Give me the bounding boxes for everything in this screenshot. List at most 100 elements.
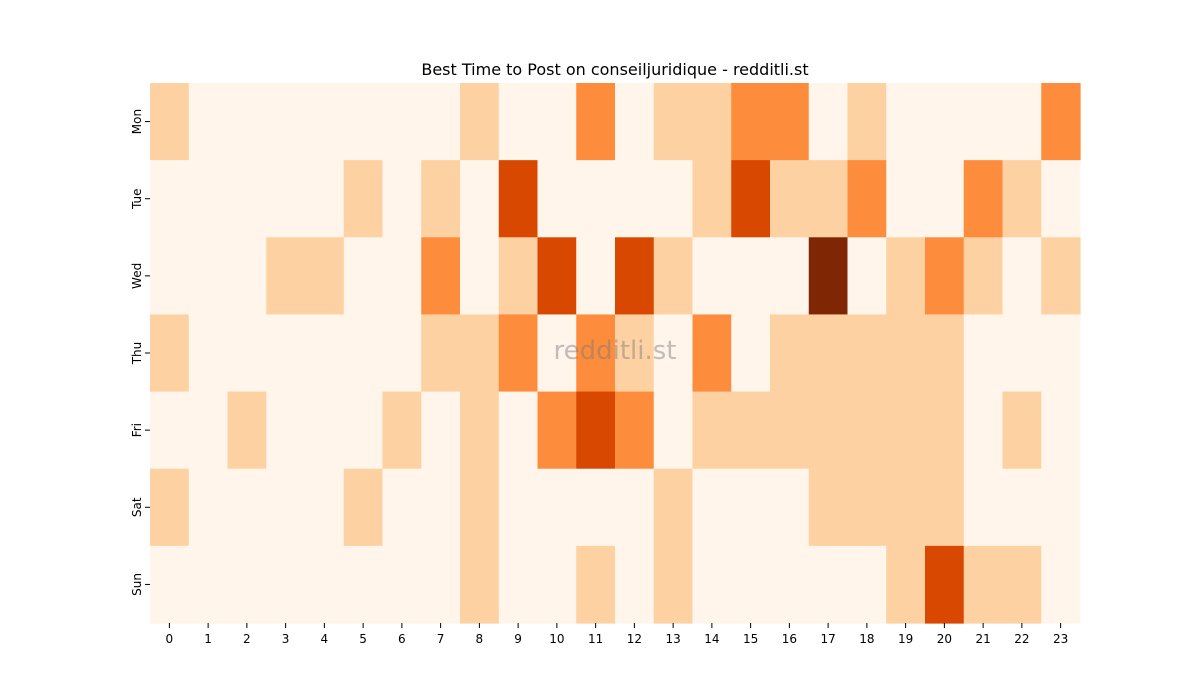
heatmap-cell-mon-6 (382, 83, 422, 161)
heatmap-cell-mon-3 (266, 83, 306, 161)
heatmap-cell-sun-0 (150, 545, 190, 624)
heatmap-cell-sat-0 (150, 468, 190, 547)
heatmap-cell-fri-23 (1041, 391, 1081, 470)
heatmap-cell-sun-9 (498, 545, 539, 624)
heatmap-cell-tue-20 (925, 160, 965, 238)
heatmap-cell-tue-5 (343, 160, 384, 238)
heatmap-cell-wed-12 (615, 237, 655, 316)
heatmap-cell-fri-11 (576, 391, 616, 470)
heatmap-cell-sat-22 (1002, 468, 1042, 547)
heatmap-cell-tue-22 (1002, 160, 1042, 238)
heatmap-cell-sat-14 (692, 468, 732, 547)
heatmap-cell-sun-11 (576, 545, 616, 624)
heatmap-cell-sun-5 (343, 545, 384, 624)
heatmap-cell-thu-2 (227, 314, 267, 393)
heatmap-cell-thu-16 (770, 314, 810, 393)
heatmap-cell-sun-15 (731, 545, 771, 624)
heatmap-cell-sun-23 (1041, 545, 1081, 624)
heatmap-cell-sun-14 (692, 545, 732, 624)
heatmap-cell-wed-20 (925, 237, 965, 316)
heatmap-cell-sat-13 (653, 468, 694, 547)
heatmap-cell-thu-9 (498, 314, 539, 393)
heatmap-cell-thu-4 (305, 314, 345, 393)
heatmap-cell-sun-13 (653, 545, 694, 624)
heatmap-cell-tue-7 (421, 160, 461, 238)
heatmap-cell-fri-21 (963, 391, 1004, 470)
heatmap-cell-sat-6 (382, 468, 422, 547)
heatmap-cell-sun-12 (615, 545, 655, 624)
heatmap-cell-sat-23 (1041, 468, 1081, 547)
x-tick-label: 14 (704, 632, 719, 646)
heatmap-cell-sat-21 (963, 468, 1004, 547)
heatmap-cell-mon-8 (460, 83, 500, 161)
heatmap-cell-mon-12 (615, 83, 655, 161)
heatmap-cell-mon-0 (150, 83, 190, 161)
heatmap-cell-tue-6 (382, 160, 422, 238)
x-tick-label: 5 (359, 632, 367, 646)
heatmap-cell-sat-2 (227, 468, 267, 547)
heatmap-cell-tue-17 (808, 160, 849, 238)
heatmap-cell-mon-10 (537, 83, 577, 161)
heatmap-cell-sat-3 (266, 468, 306, 547)
heatmap-cell-fri-1 (188, 391, 229, 470)
heatmap-cell-tue-11 (576, 160, 616, 238)
heatmap-cell-mon-20 (925, 83, 965, 161)
heatmap-cell-wed-23 (1041, 237, 1081, 316)
heatmap-cell-mon-1 (188, 83, 229, 161)
x-tick-label: 8 (476, 632, 484, 646)
x-tick-label: 23 (1053, 632, 1068, 646)
x-tick-label: 2 (243, 632, 251, 646)
heatmap-cell-wed-15 (731, 237, 771, 316)
heatmap-cell-tue-10 (537, 160, 577, 238)
x-tick-label: 22 (1014, 632, 1029, 646)
x-tick-label: 16 (782, 632, 797, 646)
heatmap-cell-tue-3 (266, 160, 306, 238)
heatmap-cell-sat-11 (576, 468, 616, 547)
heatmap-cell-thu-1 (188, 314, 229, 393)
heatmap-cell-mon-11 (576, 83, 616, 161)
x-tick-label: 11 (588, 632, 603, 646)
x-tick-label: 7 (437, 632, 445, 646)
x-tick-label: 1 (204, 632, 212, 646)
heatmap-cell-sun-1 (188, 545, 229, 624)
heatmap-cell-sun-19 (886, 545, 926, 624)
heatmap-cell-fri-0 (150, 391, 190, 470)
heatmap-cell-wed-9 (498, 237, 539, 316)
heatmap-cell-sat-5 (343, 468, 384, 547)
heatmap-cell-tue-1 (188, 160, 229, 238)
heatmap-cell-thu-23 (1041, 314, 1081, 393)
heatmap-cell-tue-15 (731, 160, 771, 238)
heatmap-cell-mon-2 (227, 83, 267, 161)
heatmap-cell-sun-17 (808, 545, 849, 624)
heatmap-cell-wed-11 (576, 237, 616, 316)
heatmap-cell-wed-5 (343, 237, 384, 316)
x-tick-label: 4 (321, 632, 329, 646)
x-tick-label: 17 (820, 632, 835, 646)
heatmap-cell-fri-7 (421, 391, 461, 470)
heatmap-cell-tue-18 (847, 160, 887, 238)
heatmap-cell-mon-14 (692, 83, 732, 161)
heatmap-cell-wed-16 (770, 237, 810, 316)
heatmap-cell-sun-6 (382, 545, 422, 624)
x-tick-label: 0 (166, 632, 174, 646)
heatmap-cell-thu-20 (925, 314, 965, 393)
heatmap-cell-sun-3 (266, 545, 306, 624)
heatmap-cell-tue-9 (498, 160, 539, 238)
heatmap-cell-fri-20 (925, 391, 965, 470)
x-tick-label: 3 (282, 632, 290, 646)
heatmap-cell-fri-14 (692, 391, 732, 470)
heatmap-cell-thu-17 (808, 314, 849, 393)
heatmap-cell-wed-17 (808, 237, 849, 316)
heatmap-cell-wed-3 (266, 237, 306, 316)
heatmap-cell-thu-21 (963, 314, 1004, 393)
heatmap-cell-fri-16 (770, 391, 810, 470)
x-tick-label: 13 (665, 632, 680, 646)
heatmap-cell-sat-16 (770, 468, 810, 547)
heatmap-cell-mon-5 (343, 83, 384, 161)
heatmap-cell-wed-7 (421, 237, 461, 316)
heatmap-cell-thu-19 (886, 314, 926, 393)
y-tick-label: Wed (130, 263, 144, 289)
heatmap-cell-sat-15 (731, 468, 771, 547)
heatmap-cell-fri-8 (460, 391, 500, 470)
